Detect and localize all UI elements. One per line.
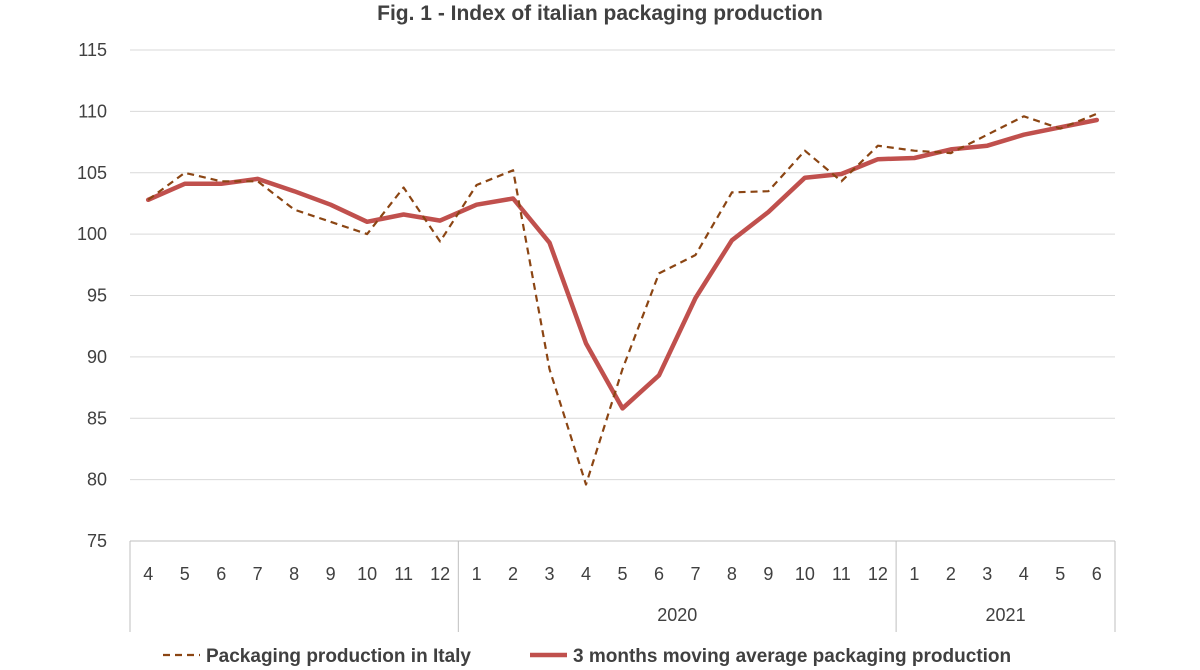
x-tick-label: 5	[180, 564, 190, 584]
x-tick-label: 12	[430, 564, 450, 584]
y-tick-label: 75	[87, 531, 107, 551]
x-tick-label: 2	[946, 564, 956, 584]
x-tick-label: 9	[763, 564, 773, 584]
x-tick-label: 12	[868, 564, 888, 584]
x-tick-label: 1	[472, 564, 482, 584]
x-tick-label: 5	[1055, 564, 1065, 584]
year-group-label: 2020	[657, 605, 697, 625]
x-tick-label: 8	[727, 564, 737, 584]
y-tick-label: 90	[87, 347, 107, 367]
gridlines	[130, 49, 1115, 481]
x-tick-label: 4	[1019, 564, 1029, 584]
y-tick-label: 80	[87, 470, 107, 490]
x-tick-label: 10	[795, 564, 815, 584]
legend-label: 3 months moving average packaging produc…	[573, 646, 1011, 667]
x-tick-label: 11	[394, 564, 413, 584]
x-tick-label: 4	[143, 564, 153, 584]
y-tick-label: 95	[87, 286, 107, 306]
x-tick-label: 3	[545, 564, 555, 584]
x-tick-label: 1	[909, 564, 919, 584]
x-tick-label: 8	[289, 564, 299, 584]
y-tick-label: 100	[77, 224, 107, 244]
x-tick-label: 10	[357, 564, 377, 584]
x-tick-label: 9	[326, 564, 336, 584]
y-tick-label: 115	[78, 40, 107, 60]
y-axis: 75 80 85 90 95 100 105 110 115	[77, 40, 107, 551]
x-tick-label: 4	[581, 564, 591, 584]
series-line-packaging-production	[147, 112, 1098, 486]
legend: Packaging production in Italy 3 months mo…	[163, 646, 1011, 667]
y-tick-label: 105	[77, 163, 107, 183]
x-tick-label: 2	[508, 564, 518, 584]
x-tick-label: 6	[1092, 564, 1102, 584]
x-tick-label: 5	[617, 564, 627, 584]
x-tick-label: 6	[216, 564, 226, 584]
year-group-label: 2021	[986, 605, 1026, 625]
x-tick-label: 11	[832, 564, 851, 584]
y-tick-label: 110	[78, 101, 107, 121]
x-tick-label: 3	[982, 564, 992, 584]
y-tick-label: 85	[87, 408, 107, 428]
series-line-moving-average	[145, 117, 1100, 411]
x-tick-label: 6	[654, 564, 664, 584]
series-group	[145, 112, 1100, 486]
chart-title: Fig. 1 - Index of italian packaging prod…	[377, 2, 823, 25]
x-tick-label: 7	[253, 564, 263, 584]
legend-label: Packaging production in Italy	[206, 646, 471, 667]
x-tick-label: 7	[690, 564, 700, 584]
